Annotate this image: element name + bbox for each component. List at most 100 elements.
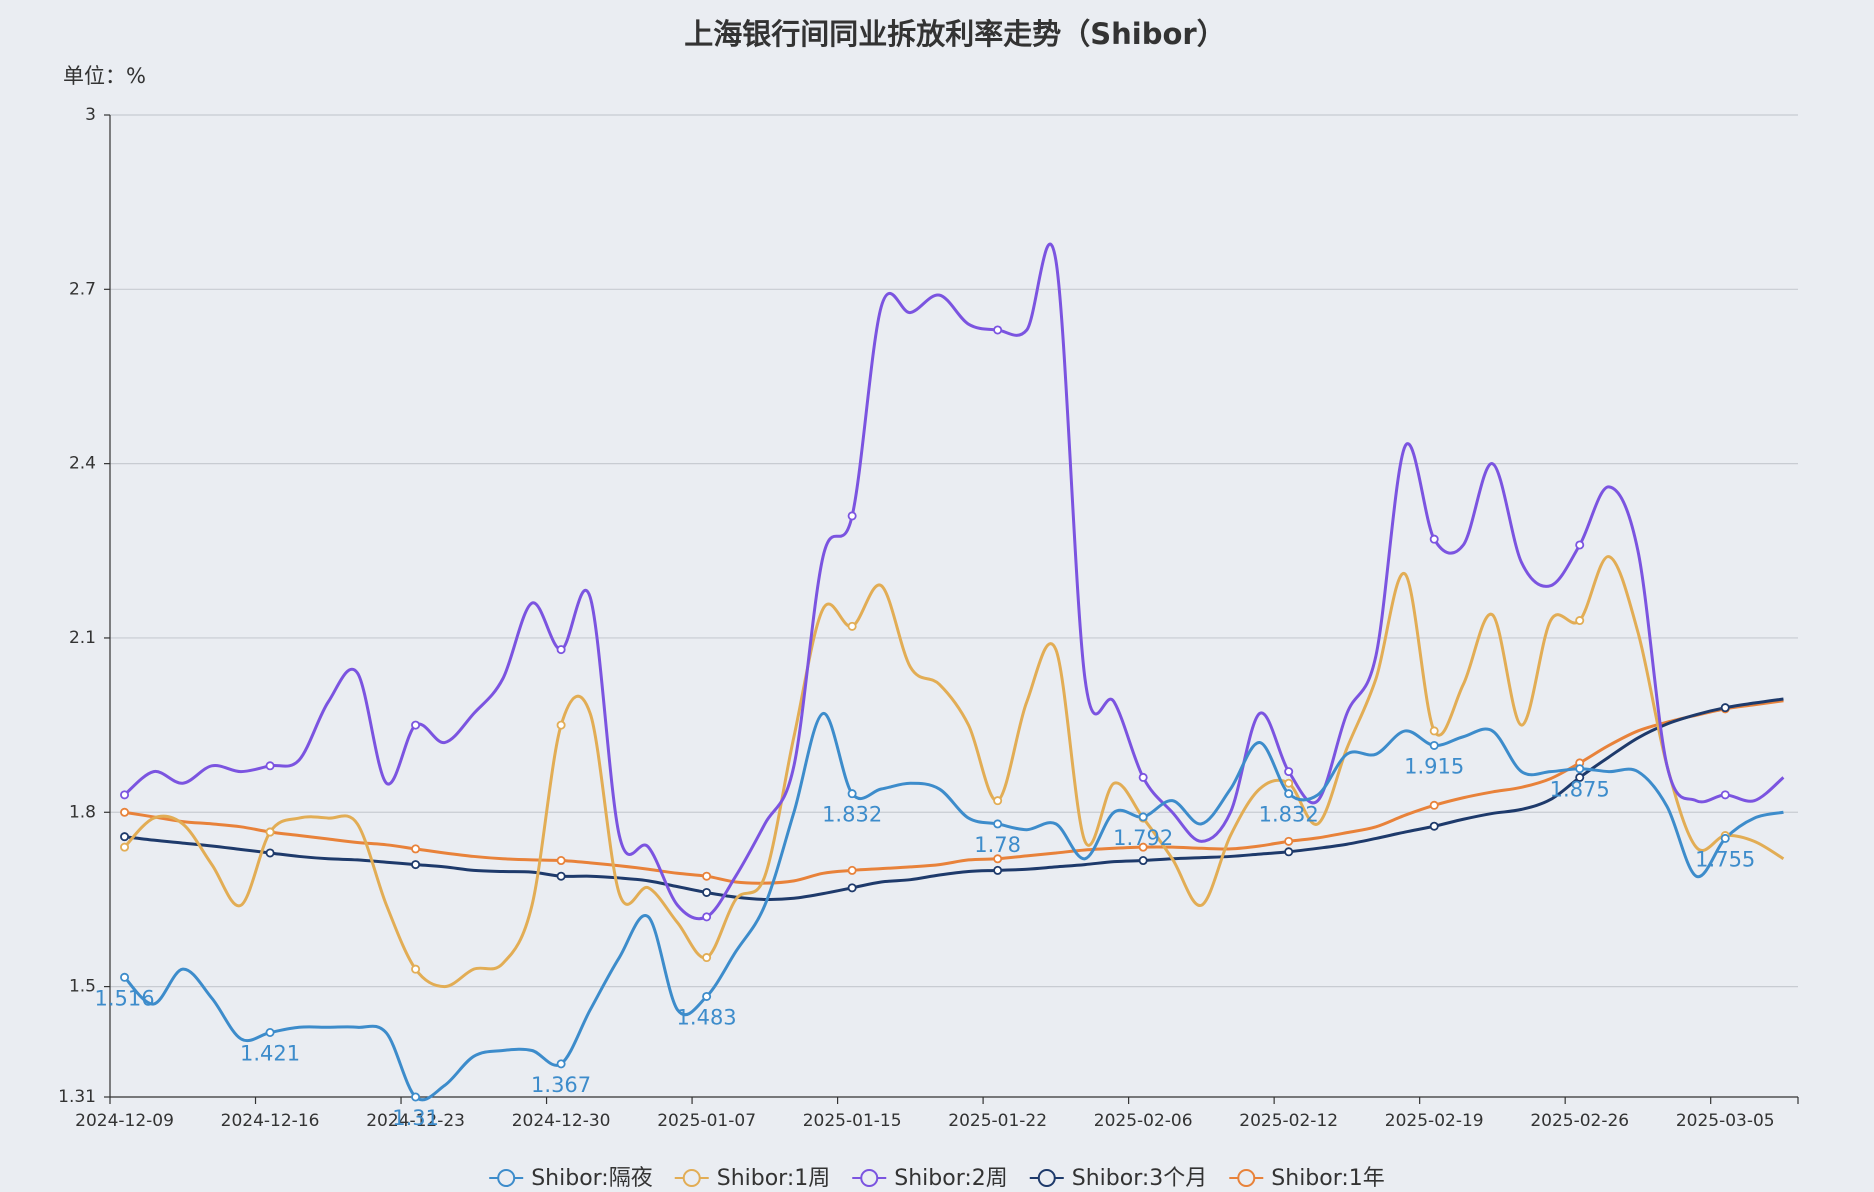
point-marker	[847, 865, 857, 875]
series-line	[124, 699, 1784, 885]
legend-label: Shibor:3个月	[1072, 1166, 1208, 1191]
legend-symbol	[682, 1169, 701, 1187]
point-marker	[702, 871, 712, 881]
x-tick-label: 2025-02-19	[1385, 1111, 1484, 1131]
series-line	[124, 697, 1784, 901]
x-tick-label: 2025-02-06	[1094, 1111, 1193, 1131]
y-tick-label: 2.4	[69, 454, 96, 474]
x-tick-label: 2025-01-07	[657, 1111, 756, 1131]
data-label: 1.792	[1113, 826, 1173, 850]
point-marker	[1284, 836, 1294, 846]
legend-symbol	[497, 1169, 516, 1187]
point-marker	[1429, 800, 1439, 810]
x-tick-label: 2025-02-12	[1239, 1111, 1338, 1131]
series-line	[123, 711, 1784, 1102]
point-marker	[993, 854, 1003, 864]
point-marker	[1138, 856, 1148, 866]
point-marker	[1429, 534, 1439, 544]
point-marker	[1720, 703, 1730, 713]
point-marker	[265, 761, 275, 771]
point-marker	[411, 860, 421, 870]
x-tick-label: 2024-12-16	[221, 1111, 320, 1131]
x-tick-label: 2024-12-23	[366, 1111, 465, 1131]
point-marker	[120, 790, 130, 800]
point-marker	[411, 844, 421, 854]
x-tick-label: 2025-01-15	[803, 1111, 902, 1131]
point-marker	[120, 972, 130, 982]
point-marker	[702, 953, 712, 963]
point-marker	[556, 720, 566, 730]
point-marker	[1284, 847, 1294, 857]
legend-item: Shibor:2周	[852, 1166, 1008, 1191]
point-marker	[411, 720, 421, 730]
y-tick-label: 1.31	[58, 1087, 96, 1107]
point-marker	[993, 865, 1003, 875]
y-tick-label: 2.1	[69, 628, 96, 648]
point-marker	[265, 1028, 275, 1038]
point-marker	[702, 991, 712, 1001]
point-marker	[847, 511, 857, 521]
point-marker	[411, 1092, 421, 1102]
legend-item: Shibor:1年	[1229, 1166, 1385, 1191]
point-marker	[556, 1059, 566, 1069]
point-marker	[1138, 772, 1148, 782]
data-label: 1.915	[1404, 754, 1464, 778]
point-marker	[411, 964, 421, 974]
data-label: 1.367	[531, 1073, 591, 1097]
point-marker	[993, 325, 1003, 335]
legend-item: Shibor:3个月	[1029, 1166, 1208, 1191]
point-marker	[993, 796, 1003, 806]
legend-label: Shibor:2周	[894, 1166, 1008, 1191]
y-tick-label: 2.7	[69, 279, 96, 299]
point-marker	[847, 883, 857, 893]
point-marker	[1720, 833, 1730, 843]
unit-label: 单位：%	[63, 64, 146, 88]
data-label: 1.832	[1259, 803, 1319, 827]
data-label: 1.421	[240, 1042, 300, 1066]
legend-label: Shibor:1年	[1271, 1166, 1385, 1191]
x-tick-label: 2024-12-09	[75, 1111, 174, 1131]
x-tick-label: 2025-03-05	[1676, 1111, 1775, 1131]
point-marker	[702, 912, 712, 922]
legend: Shibor:隔夜 Shibor:1周 Shibor:2周 Shibor:3个月 Shi…	[489, 1166, 1385, 1191]
point-marker	[1284, 778, 1294, 788]
x-tick-label: 2024-12-30	[512, 1111, 611, 1131]
series-line	[123, 242, 1785, 921]
point-marker	[1284, 767, 1294, 777]
point-marker	[847, 621, 857, 631]
legend-label: Shibor:隔夜	[531, 1166, 653, 1191]
x-tick-label: 2025-02-26	[1530, 1111, 1629, 1131]
data-label: 1.516	[94, 986, 154, 1010]
point-marker	[1720, 790, 1730, 800]
point-marker	[1429, 740, 1439, 750]
point-marker	[556, 645, 566, 655]
legend-symbol	[1037, 1169, 1056, 1187]
y-tick-label: 1.5	[69, 977, 96, 997]
point-marker	[1429, 726, 1439, 736]
data-label: 1.78	[974, 833, 1021, 857]
y-tick-label: 3	[85, 105, 96, 125]
data-label: 1.483	[677, 1005, 737, 1029]
data-label: 1.755	[1695, 847, 1755, 871]
legend-symbol	[860, 1169, 879, 1187]
data-label: 1.31	[392, 1106, 439, 1130]
point-marker	[265, 827, 275, 837]
point-marker	[1575, 540, 1585, 550]
data-label: 1.875	[1550, 778, 1610, 802]
point-marker	[1138, 842, 1148, 852]
point-marker	[265, 848, 275, 858]
legend-symbol	[1237, 1169, 1256, 1187]
point-marker	[120, 842, 130, 852]
point-marker	[556, 871, 566, 881]
legend-item: Shibor:隔夜	[489, 1166, 653, 1191]
point-marker	[702, 887, 712, 897]
y-tick-label: 1.8	[69, 802, 96, 822]
point-marker	[1284, 789, 1294, 799]
point-marker	[1429, 821, 1439, 831]
point-marker	[993, 819, 1003, 829]
point-marker	[1138, 812, 1148, 822]
series-line	[123, 555, 1785, 989]
x-tick-label: 2025-01-22	[948, 1111, 1047, 1131]
point-marker	[1575, 764, 1585, 774]
